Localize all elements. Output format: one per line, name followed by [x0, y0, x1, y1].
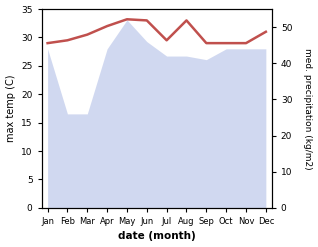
Y-axis label: max temp (C): max temp (C) [5, 75, 16, 142]
X-axis label: date (month): date (month) [118, 231, 196, 242]
Y-axis label: med. precipitation (kg/m2): med. precipitation (kg/m2) [303, 48, 313, 169]
